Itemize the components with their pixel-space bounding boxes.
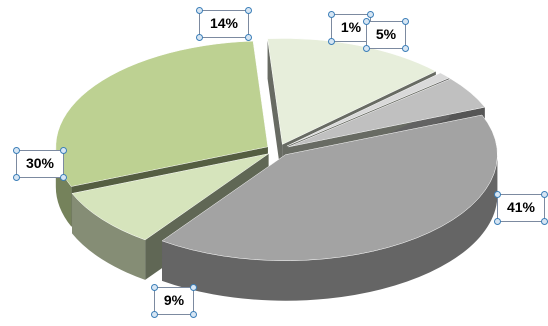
resize-handle[interactable] [151, 311, 158, 318]
pie-slice-tops [55, 38, 498, 261]
resize-handle[interactable] [196, 7, 203, 14]
resize-handle[interactable] [196, 34, 203, 41]
data-label-41[interactable]: 41% [494, 191, 548, 225]
resize-handle[interactable] [494, 218, 501, 225]
resize-handle[interactable] [151, 284, 158, 291]
data-label-30-text: 30% [25, 155, 55, 171]
resize-handle[interactable] [60, 174, 67, 181]
resize-handle[interactable] [13, 147, 20, 154]
resize-handle[interactable] [363, 18, 370, 25]
data-label-9[interactable]: 9% [151, 284, 197, 318]
resize-handle[interactable] [541, 218, 548, 225]
data-label-14-text: 14% [209, 15, 239, 31]
data-label-9-text: 9% [163, 292, 185, 308]
resize-handle[interactable] [245, 34, 252, 41]
slice-14-cut-face [267, 38, 283, 185]
resize-handle[interactable] [328, 11, 335, 18]
resize-handle[interactable] [60, 147, 67, 154]
data-label-14[interactable]: 14% [196, 7, 252, 41]
resize-handle[interactable] [402, 18, 409, 25]
resize-handle[interactable] [494, 191, 501, 198]
resize-handle[interactable] [190, 284, 197, 291]
slice-14-top[interactable] [267, 38, 437, 145]
slice-41-side [162, 154, 498, 301]
slice-41-top[interactable] [161, 114, 498, 261]
resize-handle[interactable] [245, 7, 252, 14]
data-label-30[interactable]: 30% [13, 147, 67, 181]
resize-handle[interactable] [363, 45, 370, 52]
resize-handle[interactable] [13, 174, 20, 181]
slice-9-side [72, 193, 146, 280]
resize-handle[interactable] [541, 191, 548, 198]
resize-handle[interactable] [367, 11, 374, 18]
slice-1-top[interactable] [286, 72, 450, 147]
slice-30-side [55, 146, 72, 227]
data-label-5-text: 5% [375, 26, 397, 42]
resize-handle[interactable] [190, 311, 197, 318]
slice-5-top[interactable] [288, 78, 486, 148]
slice-9-top[interactable] [71, 153, 269, 241]
data-label-41-text: 41% [506, 199, 536, 215]
resize-handle[interactable] [328, 38, 335, 45]
data-label-1-text: 1% [340, 19, 362, 35]
data-label-5[interactable]: 5% [363, 18, 409, 52]
resize-handle[interactable] [402, 45, 409, 52]
